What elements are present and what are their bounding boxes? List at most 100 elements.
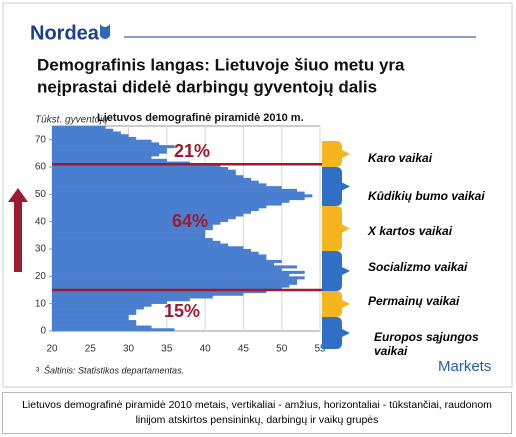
bar <box>52 199 290 203</box>
bar <box>52 177 252 181</box>
y-tick-label: 40 <box>35 216 47 227</box>
chart-title: Lietuvos demografinė piramidė 2010 m. <box>97 112 304 124</box>
bracket-label: Permainų vaikai <box>368 294 460 308</box>
bar <box>52 194 313 198</box>
bar <box>52 180 259 184</box>
bar <box>52 169 236 173</box>
bar <box>52 227 213 231</box>
bar <box>52 158 167 162</box>
bar <box>52 164 221 168</box>
bar <box>52 281 298 285</box>
bar <box>52 273 290 277</box>
bar <box>52 268 282 272</box>
bar <box>52 295 213 299</box>
bar <box>52 216 236 220</box>
logo-icon <box>100 24 110 39</box>
bar <box>52 290 267 294</box>
bar <box>52 314 129 318</box>
bracket <box>322 141 350 167</box>
logo: Nordea <box>30 22 100 44</box>
bar <box>52 183 267 187</box>
slide: Nordea Demografinis langas: Lietuvoje ši… <box>2 2 513 388</box>
x-tick-label: 50 <box>276 344 288 355</box>
bar <box>52 210 252 214</box>
bracket-label: Socializmo vaikai <box>368 260 468 274</box>
x-tick-label: 30 <box>123 344 135 355</box>
bar <box>52 306 144 310</box>
bar <box>52 156 152 160</box>
y-tick-label: 60 <box>35 162 47 173</box>
brand: Markets <box>438 358 491 375</box>
bar <box>52 311 137 315</box>
bar <box>52 191 305 195</box>
title: neįprastai didelė darbingų gyventojų dal… <box>37 77 377 96</box>
bar <box>52 145 175 149</box>
bar <box>52 254 267 258</box>
bar <box>52 142 160 146</box>
bar <box>52 235 206 239</box>
bar <box>52 309 137 313</box>
bar <box>52 292 244 296</box>
bar <box>52 136 137 140</box>
bar <box>52 238 213 242</box>
bar <box>52 243 229 247</box>
x-tick-label: 40 <box>200 344 212 355</box>
bar <box>52 279 298 283</box>
bracket <box>322 167 350 206</box>
bar <box>52 265 298 269</box>
bar <box>52 128 114 132</box>
bracket-label: X kartos vaikai <box>368 224 453 238</box>
bar <box>52 213 244 217</box>
source: Šaltinis: Statistikos departamentas. <box>44 365 184 375</box>
bar <box>52 224 213 228</box>
bar <box>52 300 167 304</box>
bar <box>52 284 290 288</box>
y-tick-label: 70 <box>35 134 47 145</box>
bar <box>52 186 282 190</box>
annotation: 64% <box>172 211 208 231</box>
bar <box>52 221 221 225</box>
y-tick-label: 10 <box>35 298 47 309</box>
bar <box>52 232 206 236</box>
bar <box>52 197 305 201</box>
bracket <box>322 206 350 251</box>
bar <box>52 153 160 157</box>
bar <box>52 276 305 280</box>
bar <box>52 208 259 212</box>
bar <box>52 167 229 171</box>
x-tick-label: 20 <box>46 344 58 355</box>
bar <box>52 270 305 274</box>
bar <box>52 188 298 192</box>
bar <box>52 298 190 302</box>
bar <box>52 325 152 329</box>
bar <box>52 262 275 266</box>
x-tick-label: 45 <box>238 344 250 355</box>
y-tick-label: 50 <box>35 189 47 200</box>
bar <box>52 317 129 321</box>
bar <box>52 229 206 233</box>
bar <box>52 303 152 307</box>
bracket-label: Europos sąjungos vaikai <box>374 330 479 358</box>
bar <box>52 259 282 263</box>
y-tick-label: 20 <box>35 271 47 282</box>
y-tick-label: 0 <box>40 326 46 337</box>
bar <box>52 257 267 261</box>
arrow <box>8 188 28 272</box>
bar <box>52 126 106 130</box>
bar <box>52 251 259 255</box>
x-tick-label: 25 <box>85 344 97 355</box>
bracket-label: Karo vaikai <box>368 151 433 165</box>
bar <box>52 240 221 244</box>
bracket <box>322 317 350 349</box>
bracket-label: Kūdikių bumo vaikai <box>368 189 485 203</box>
bar <box>52 139 152 143</box>
title: Demografinis langas: Lietuvoje šiuo metu… <box>37 55 405 74</box>
bar <box>52 205 267 209</box>
bar <box>52 175 244 179</box>
bar <box>52 246 244 250</box>
bar <box>52 131 121 135</box>
bar <box>52 172 236 176</box>
bar <box>52 320 137 324</box>
bracket <box>322 291 350 317</box>
